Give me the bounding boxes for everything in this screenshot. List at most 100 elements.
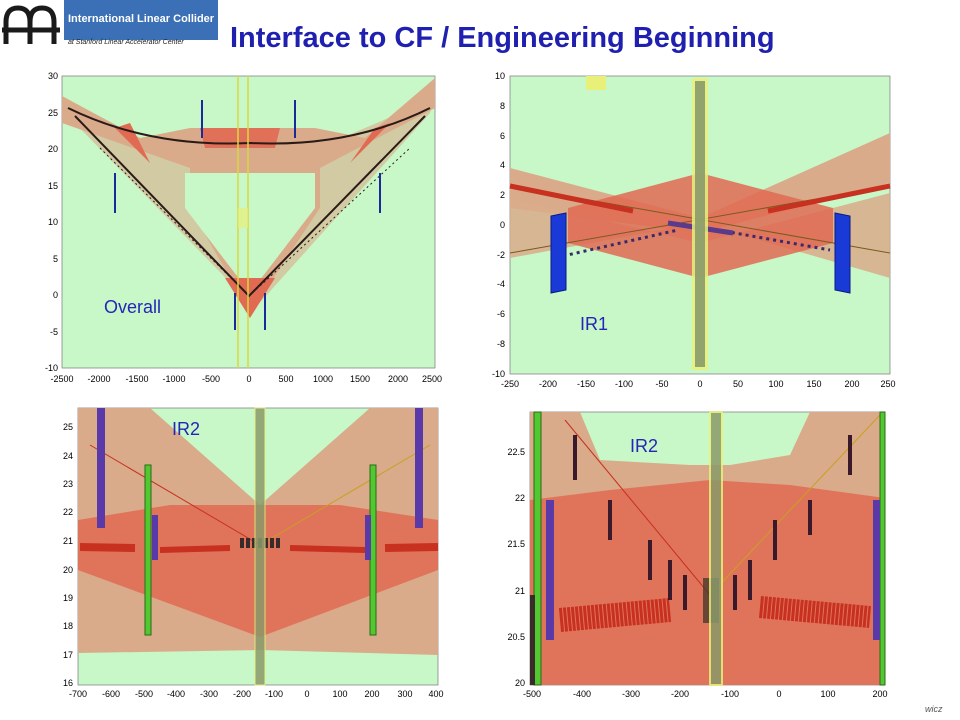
tick-label: 8	[500, 101, 505, 111]
tick-label: -6	[497, 309, 505, 319]
tick-label: 2500	[422, 374, 442, 384]
ir1-detectors	[550, 212, 851, 294]
tick-label: -50	[655, 379, 668, 389]
tick-label: -100	[615, 379, 633, 389]
tick-label: 30	[48, 71, 58, 81]
overall-beamlines	[67, 107, 431, 298]
tick-label: -200	[539, 379, 557, 389]
tick-label: -2	[497, 250, 505, 260]
panel-label: IR1	[580, 314, 608, 334]
ir2-zoom-detectors	[530, 411, 886, 686]
tick-label: -600	[102, 689, 120, 699]
tick-label: 0	[500, 220, 505, 230]
logo-line2: at Stanford Linear Accelerator Center	[68, 39, 184, 46]
tick-label: 19	[63, 593, 73, 603]
tick-label: -2500	[50, 374, 73, 384]
logo-line1: International Linear Collider	[68, 13, 215, 25]
tick-label: 250	[880, 379, 895, 389]
tick-label: 200	[872, 689, 887, 699]
tick-label: -250	[501, 379, 519, 389]
ilc-logo-mark-icon	[2, 5, 60, 44]
tick-label: 2	[500, 190, 505, 200]
tick-label: 1000	[313, 374, 333, 384]
slide-title: Interface to CF / Engineering Beginning	[230, 22, 775, 54]
tick-label: 20.5	[507, 632, 525, 642]
tick-label: -500	[135, 689, 153, 699]
tick-label: 22	[515, 493, 525, 503]
tick-label: 0	[776, 689, 781, 699]
tick-label: -500	[523, 689, 541, 699]
tick-label: 24	[63, 451, 73, 461]
tick-label: 200	[364, 689, 379, 699]
tick-label: 5	[53, 254, 58, 264]
tick-label: 21	[515, 586, 525, 596]
panel-label: Overall	[104, 297, 161, 317]
tick-label: 100	[820, 689, 835, 699]
tick-label: 500	[278, 374, 293, 384]
tick-label: -200	[233, 689, 251, 699]
panel-overall: 30 25 20 15 10 5 0 -5 -10 -2500 -2000 -1…	[45, 71, 442, 384]
tick-label: 0	[697, 379, 702, 389]
tick-label: 100	[332, 689, 347, 699]
panel-ir1: 10 8 6 4 2 0 -2 -4 -6 -8 -10 -250 -200 -…	[492, 71, 896, 389]
tick-label: 21.5	[507, 539, 525, 549]
tick-label: 15	[48, 181, 58, 191]
tick-label: 1500	[350, 374, 370, 384]
tick-label: 0	[53, 290, 58, 300]
tick-label: -4	[497, 279, 505, 289]
tick-label: -1500	[125, 374, 148, 384]
tick-label: 4	[500, 160, 505, 170]
tick-label: 16	[63, 678, 73, 688]
ir2-wide-x-ticks: -700 -600 -500 -400 -300 -200 -100 0 100…	[69, 689, 444, 699]
panel-label: IR2	[172, 419, 200, 439]
tick-label: 25	[48, 108, 58, 118]
ir2-zoom-magnets	[573, 435, 852, 610]
tick-label: -2000	[87, 374, 110, 384]
tick-label: 300	[397, 689, 412, 699]
tick-label: 0	[246, 374, 251, 384]
panel-label: IR2	[630, 436, 658, 456]
ir2-zoom-x-ticks: -500 -400 -300 -200 -100 0 100 200	[523, 689, 888, 699]
ir2-wide-detectors	[97, 408, 423, 636]
tick-label: 23	[63, 479, 73, 489]
tick-label: -10	[45, 363, 58, 373]
tick-label: -300	[200, 689, 218, 699]
tick-label: -10	[492, 369, 505, 379]
tick-label: 18	[63, 621, 73, 631]
tick-label: -400	[167, 689, 185, 699]
tick-label: 200	[844, 379, 859, 389]
tick-label: 25	[63, 422, 73, 432]
tick-label: 21	[63, 536, 73, 546]
tick-label: -500	[202, 374, 220, 384]
ilc-logo: International Linear Collider at Stanfor…	[0, 0, 218, 48]
tick-label: 22.5	[507, 447, 525, 457]
tick-label: -100	[265, 689, 283, 699]
tick-label: 50	[733, 379, 743, 389]
tick-label: 2000	[388, 374, 408, 384]
tick-label: -5	[50, 327, 58, 337]
tick-label: 20	[515, 678, 525, 688]
tick-label: -8	[497, 339, 505, 349]
panel-ir2-wide: 25 24 23 22 21 20 19 18 17 16 -700 -600 …	[63, 407, 444, 699]
tick-label: -200	[671, 689, 689, 699]
tick-label: -700	[69, 689, 87, 699]
tick-label: 20	[63, 565, 73, 575]
tick-label: 22	[63, 507, 73, 517]
tick-label: 0	[304, 689, 309, 699]
tick-label: -300	[622, 689, 640, 699]
author-footer: wicz	[925, 704, 943, 714]
tick-label: 20	[48, 144, 58, 154]
panel-ir2-zoom: 22.5 22 21.5 21 20.5 20 -500 -400 -300 -…	[507, 411, 888, 699]
ir2-wide-y-ticks: 25 24 23 22 21 20 19 18 17 16	[63, 422, 73, 688]
ir2-wide-beamlines	[79, 444, 439, 553]
overall-markers	[114, 100, 381, 330]
tick-label: -400	[573, 689, 591, 699]
tick-label: -150	[577, 379, 595, 389]
tick-label: -100	[721, 689, 739, 699]
overall-y-ticks: 30 25 20 15 10 5 0 -5 -10	[45, 71, 58, 373]
overall-x-ticks: -2500 -2000 -1500 -1000 -500 0 500 1000 …	[50, 374, 442, 384]
tick-label: 17	[63, 650, 73, 660]
ir1-y-ticks: 10 8 6 4 2 0 -2 -4 -6 -8 -10	[492, 71, 505, 379]
tick-label: 6	[500, 131, 505, 141]
ir1-x-ticks: -250 -200 -150 -100 -50 0 50 100 150 200…	[501, 379, 896, 389]
